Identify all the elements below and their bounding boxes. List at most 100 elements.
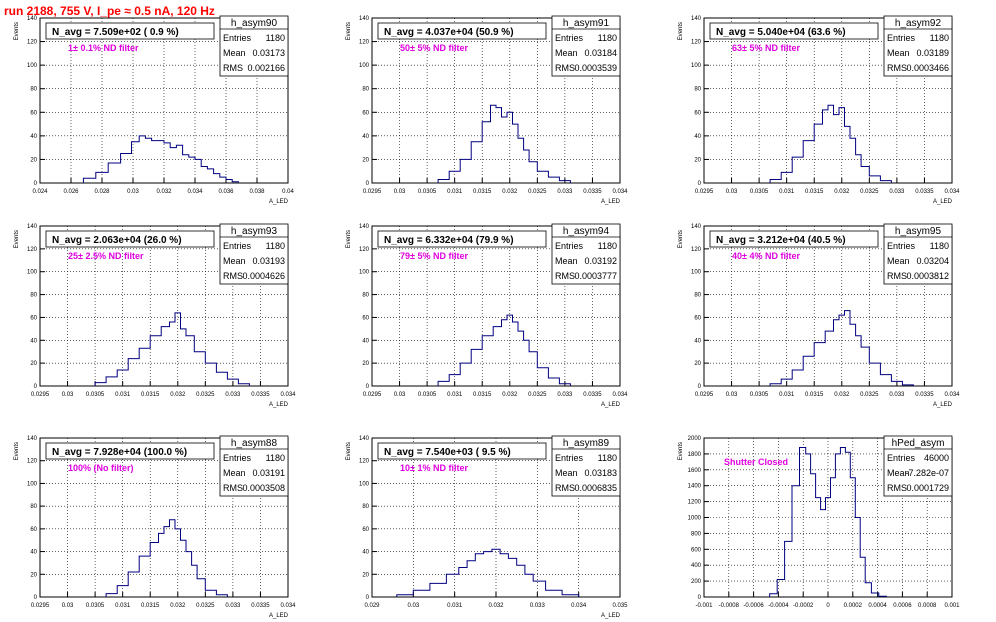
stats-label: Entries — [887, 241, 916, 251]
filter-annotation: 10± 1% ND filter — [400, 463, 468, 473]
x-tick-label: 0.03 — [62, 603, 74, 609]
y-tick-label: 1400 — [688, 484, 702, 490]
stats-box — [219, 223, 289, 285]
plot-frame — [371, 225, 621, 387]
x-tick-label: 0.038 — [249, 189, 265, 195]
stats-value: 1180 — [266, 453, 285, 463]
filter-annotation: 79± 5% ND filter — [400, 251, 468, 261]
y-tick-label: 100 — [27, 270, 38, 276]
x-tick-label: 0.0006 — [893, 603, 912, 609]
y-axis-label: Events — [678, 22, 684, 40]
navg-box — [45, 230, 215, 248]
stats-value: 1180 — [930, 33, 949, 43]
x-tick-label: 0.0325 — [528, 392, 547, 398]
x-axis-label: A_LED — [933, 199, 953, 205]
filter-annotation: 63± 5% ND filter — [732, 43, 800, 53]
y-tick-label: 20 — [30, 361, 37, 367]
x-tick-label: 0.0315 — [473, 392, 492, 398]
y-tick-label: 20 — [30, 572, 37, 578]
y-tick-label: 80 — [362, 504, 369, 510]
stats-label: RMS — [887, 483, 907, 493]
y-tick-label: 100 — [691, 270, 702, 276]
x-axis-label: A_LED — [601, 199, 621, 205]
x-tick-label: 0.0335 — [915, 392, 934, 398]
navg-text: N_avg = 7.509e+02 ( 0.9 %) — [52, 27, 179, 38]
y-tick-label: 400 — [691, 563, 702, 569]
y-tick-label: 140 — [27, 224, 38, 230]
x-axis-label: A_LED — [933, 402, 953, 408]
histogram-panel: 0.0295 0.03 0.0305 0.031 0.0315 0.032 0.0325 0.… — [346, 223, 628, 408]
y-tick-label: 80 — [30, 87, 37, 93]
y-tick-label: 80 — [694, 293, 701, 299]
x-tick-label: 0.032 — [170, 603, 186, 609]
x-tick-label: 0.0335 — [915, 189, 934, 195]
y-tick-label: 600 — [691, 547, 702, 553]
x-tick-label: 0.031 — [115, 603, 131, 609]
stats-value: 1180 — [598, 241, 617, 251]
x-tick-label: 0.0315 — [805, 189, 824, 195]
x-tick-label: 0.03 — [127, 189, 139, 195]
x-tick-label: 0.032 — [156, 189, 172, 195]
y-tick-label: 100 — [359, 481, 370, 487]
x-tick-label: 0.0315 — [141, 603, 160, 609]
plot-frame — [371, 17, 621, 184]
stats-label: Mean — [887, 468, 910, 478]
x-tick-label: 0.0325 — [860, 189, 879, 195]
x-tick-label: 0.0295 — [31, 603, 50, 609]
y-tick-label: 140 — [359, 16, 370, 22]
x-tick-label: 0.0305 — [418, 189, 437, 195]
x-tick-label: 0.034 — [280, 603, 296, 609]
y-tick-label: 80 — [362, 293, 369, 299]
y-axis-label: Events — [346, 230, 352, 248]
y-tick-label: 0 — [366, 181, 370, 187]
stats-label: Mean — [887, 256, 910, 266]
filter-annotation: 50± 5% ND filter — [400, 43, 468, 53]
y-tick-label: 80 — [30, 293, 37, 299]
stats-label: RMS — [555, 63, 575, 73]
x-tick-label: -0.0004 — [768, 603, 789, 609]
x-axis-label: A_LED — [601, 402, 621, 408]
histogram-panel: 0.0295 0.03 0.0305 0.031 0.0315 0.032 0.0325 0.… — [678, 15, 960, 205]
y-tick-label: 140 — [359, 436, 370, 442]
x-axis-label: A_LED — [269, 613, 289, 619]
x-tick-label: 0.033 — [225, 603, 241, 609]
plot-frame — [39, 225, 289, 387]
navg-box — [377, 22, 547, 40]
plot-frame — [39, 437, 289, 598]
x-tick-label: 0.0305 — [750, 392, 769, 398]
y-tick-label: 40 — [30, 550, 37, 556]
navg-text: N_avg = 6.332e+04 (79.9 %) — [384, 235, 514, 246]
x-tick-label: 0.026 — [63, 189, 79, 195]
y-tick-label: 40 — [362, 134, 369, 140]
x-tick-label: 0.0335 — [251, 392, 270, 398]
stats-label: RMS — [555, 271, 575, 281]
y-tick-label: 2000 — [688, 436, 702, 442]
x-tick-label: 0.031 — [447, 189, 463, 195]
filter-annotation: Shutter Closed — [724, 457, 788, 467]
y-tick-label: 0 — [366, 384, 370, 390]
stats-value: 1180 — [266, 241, 285, 251]
histogram-series — [769, 310, 914, 386]
x-tick-label: 0.033 — [889, 392, 905, 398]
y-tick-label: 100 — [691, 63, 702, 69]
stats-value: 1180 — [266, 33, 285, 43]
run-title: run 2188, 755 V, I_pe ≈ 0.5 nA, 120 Hz — [4, 4, 215, 18]
x-tick-label: 0.032 — [834, 189, 850, 195]
histogram-name: h_asym89 — [563, 438, 610, 449]
y-tick-label: 40 — [30, 134, 37, 140]
filter-annotation: 40± 4% ND filter — [732, 251, 800, 261]
histogram-panel: 0.0295 0.03 0.0305 0.031 0.0315 0.032 0.0325 0.… — [678, 223, 960, 408]
y-tick-label: 1600 — [688, 468, 702, 474]
x-tick-label: 0 — [826, 603, 830, 609]
stats-box — [551, 223, 621, 285]
y-tick-label: 60 — [694, 110, 701, 116]
y-tick-label: 80 — [362, 87, 369, 93]
histogram-series — [94, 312, 250, 386]
histogram-name: hPed_asym — [892, 438, 945, 449]
y-axis-label: Events — [14, 230, 20, 248]
stats-label: RMS — [887, 271, 907, 281]
stats-label: RMS — [555, 483, 575, 493]
y-tick-label: 140 — [359, 224, 370, 230]
y-tick-label: 0 — [34, 181, 38, 187]
y-tick-label: 100 — [27, 481, 38, 487]
